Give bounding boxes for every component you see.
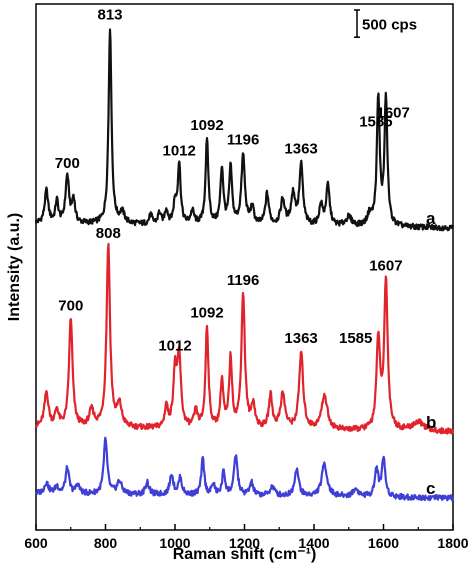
peak-label-a-1585: 1585	[359, 113, 392, 130]
peak-label-b-1092: 1092	[190, 305, 223, 322]
peak-label-b-808: 808	[96, 225, 121, 242]
peak-label-a-813: 813	[97, 6, 122, 23]
x-tick-label-600: 600	[24, 535, 48, 551]
series-label-group: a b c	[426, 209, 436, 498]
x-axis: 600 800 1000 1200 1400 1600 1800	[24, 524, 469, 551]
x-axis-title: Raman shift (cm⁻¹)	[173, 546, 317, 563]
peak-label-b-700: 700	[58, 297, 83, 314]
peak-label-a-1607: 1607	[377, 104, 410, 121]
peak-label-a-1012: 1012	[163, 142, 196, 159]
x-tick-label-1400: 1400	[298, 535, 329, 551]
peak-label-group: 8137001012109211961363158516078087001012…	[55, 6, 410, 354]
peak-label-b-1585: 1585	[339, 330, 372, 347]
x-tick-label-1600: 1600	[368, 535, 399, 551]
peak-label-a-1363: 1363	[284, 141, 317, 158]
peak-label-b-1012: 1012	[158, 337, 191, 354]
scale-bar: 500 cps	[354, 9, 417, 38]
spectrum-c	[35, 436, 455, 502]
series-label-a: a	[426, 209, 436, 228]
peak-label-a-1092: 1092	[190, 117, 223, 134]
spectrum-a	[34, 28, 455, 232]
peak-label-b-1607: 1607	[369, 258, 402, 275]
scale-bar-label: 500 cps	[362, 17, 417, 34]
peak-label-b-1363: 1363	[284, 330, 317, 347]
peak-label-a-1196: 1196	[227, 132, 260, 149]
plot-area: 8137001012109211961363158516078087001012…	[34, 3, 455, 531]
series-group	[34, 28, 455, 502]
series-label-b: b	[426, 413, 436, 432]
x-tick-label-1200: 1200	[229, 535, 260, 551]
spectrum-b	[35, 242, 455, 435]
x-tick-label-800: 800	[94, 535, 118, 551]
peak-label-b-1196: 1196	[227, 272, 260, 289]
series-label-c: c	[426, 479, 435, 498]
y-axis-title: Intensity (a.u.)	[6, 213, 23, 321]
x-tick-label-1000: 1000	[159, 535, 190, 551]
peak-label-a-700: 700	[55, 155, 80, 172]
x-tick-label-1800: 1800	[437, 535, 468, 551]
